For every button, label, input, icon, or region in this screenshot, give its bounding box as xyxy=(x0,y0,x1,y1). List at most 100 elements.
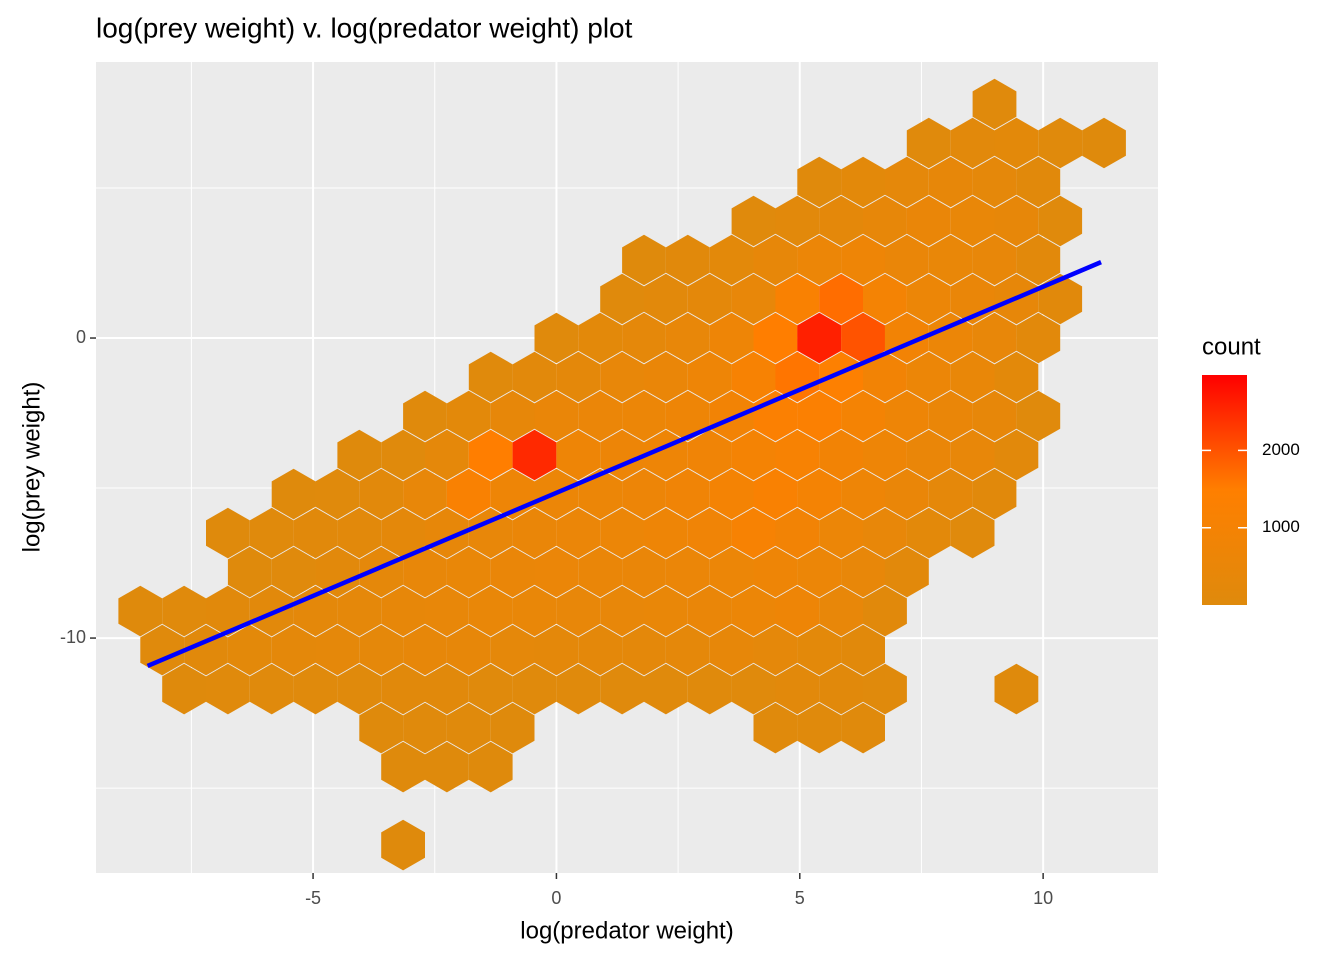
hexbin-cell xyxy=(490,390,535,442)
hexbin-cell xyxy=(994,117,1039,169)
hexbin-cell xyxy=(884,546,929,598)
hexbin-cell xyxy=(578,546,623,598)
hexbin-cell xyxy=(950,507,995,559)
hexbin-cell xyxy=(622,468,666,520)
hexbin-cell xyxy=(906,351,951,403)
hexbin-cell xyxy=(578,624,623,676)
hexbin-cell xyxy=(797,624,842,676)
hexbin-cell xyxy=(1016,390,1061,442)
hexbin-cell xyxy=(972,78,1017,130)
hexbin-cell xyxy=(994,429,1039,481)
hexbin-cell xyxy=(906,273,951,325)
hexbin-cell xyxy=(403,624,447,676)
hexbin-cell xyxy=(644,585,688,637)
hexbin-cell xyxy=(468,351,513,403)
hexbin-cell xyxy=(403,546,447,598)
x-tick-label: 10 xyxy=(1033,888,1053,908)
hexbin-cell xyxy=(1038,195,1083,247)
hexbin-cell xyxy=(162,663,206,715)
hexbin-cell xyxy=(994,351,1039,403)
hexbin-cell xyxy=(600,273,644,325)
hexbin-cell xyxy=(709,234,754,286)
hexbin-cell xyxy=(687,507,732,559)
hexbin-cell xyxy=(1082,117,1126,169)
hexbin-cell xyxy=(863,429,907,481)
hexbin-cell xyxy=(797,702,842,754)
hexbin-cell xyxy=(819,507,864,559)
y-axis-label: log(prey weight) xyxy=(18,382,45,553)
hexbin-cell xyxy=(622,234,666,286)
x-tick-label: -5 xyxy=(305,888,321,908)
hexbin-cell xyxy=(162,585,206,637)
hexbin-cell xyxy=(928,390,973,442)
hexbin-cell xyxy=(884,468,929,520)
hexbin-cell xyxy=(753,624,798,676)
hexbin-cell xyxy=(512,351,557,403)
hexbin-cell xyxy=(271,468,316,520)
hexbin-cell xyxy=(972,390,1017,442)
legend-tick-label: 2000 xyxy=(1262,440,1300,459)
hexbin-cell xyxy=(665,546,710,598)
hexbin-cell xyxy=(644,351,688,403)
hexbin-cell xyxy=(665,234,710,286)
hexbin-cell xyxy=(972,312,1017,364)
hexbin-cell xyxy=(227,546,272,598)
hexbin-cell xyxy=(403,702,447,754)
hexbin-cell xyxy=(841,312,885,364)
hexbin-cell xyxy=(206,507,250,559)
hexbin-cell xyxy=(819,429,864,481)
hexbin-cell xyxy=(731,429,776,481)
hexbin-cell xyxy=(797,546,842,598)
hexbin-cell xyxy=(797,468,842,520)
hexbin-cell xyxy=(797,156,842,208)
hexbin-cell xyxy=(315,468,360,520)
hexbin-cell xyxy=(271,546,316,598)
hexbin-cell xyxy=(206,585,250,637)
overlay: -5 0 5 10 -10 0 xyxy=(60,260,1102,908)
y-tick-label: -10 xyxy=(60,627,86,647)
hexbin-cell xyxy=(819,585,864,637)
hexbin-cell xyxy=(446,624,491,676)
hexbin-cell xyxy=(249,663,294,715)
hexbin-cell xyxy=(797,312,842,364)
hexbin-cell xyxy=(644,663,688,715)
hexbin-cell xyxy=(841,156,885,208)
hexbin-cell xyxy=(293,507,338,559)
hexbin-cell xyxy=(753,702,798,754)
hexbin-cell xyxy=(731,273,776,325)
hexbin-cell xyxy=(687,273,732,325)
hexbin-cell xyxy=(403,468,447,520)
hexbin-cell xyxy=(819,663,864,715)
hexbin-cell xyxy=(359,702,404,754)
hexbin-cell xyxy=(315,624,360,676)
hexbin-cell xyxy=(753,468,798,520)
hexbin-cell xyxy=(665,468,710,520)
hexbin-cell xyxy=(468,585,513,637)
hexbin-cell xyxy=(622,312,666,364)
hexbin-cell xyxy=(468,429,513,481)
hexbin-cell xyxy=(403,390,447,442)
hexbin-cell xyxy=(709,624,754,676)
hexbin-cell xyxy=(359,624,404,676)
hexbin-cell xyxy=(819,351,864,403)
hexbin-cell xyxy=(775,429,820,481)
hexbin-cell xyxy=(468,741,513,793)
hexbin-cell xyxy=(906,117,951,169)
hexbin-cell xyxy=(709,390,754,442)
hexbin-cell xyxy=(490,624,535,676)
hexbin-cell xyxy=(687,663,732,715)
hexbin-cell xyxy=(775,351,820,403)
hexbin-cell xyxy=(446,702,491,754)
hexbin-cell xyxy=(534,390,579,442)
hexbin-cell xyxy=(819,195,864,247)
chart-title: log(prey weight) v. log(predator weight)… xyxy=(96,12,633,43)
hexbin-cell xyxy=(884,234,929,286)
hexbin-cell xyxy=(906,507,951,559)
hexbin-cell xyxy=(665,312,710,364)
hexbin-cell xyxy=(556,351,601,403)
hexbin-cell xyxy=(775,195,820,247)
hexbin-cell xyxy=(775,585,820,637)
hexbin-cell xyxy=(731,351,776,403)
hexbin-cell xyxy=(512,507,557,559)
